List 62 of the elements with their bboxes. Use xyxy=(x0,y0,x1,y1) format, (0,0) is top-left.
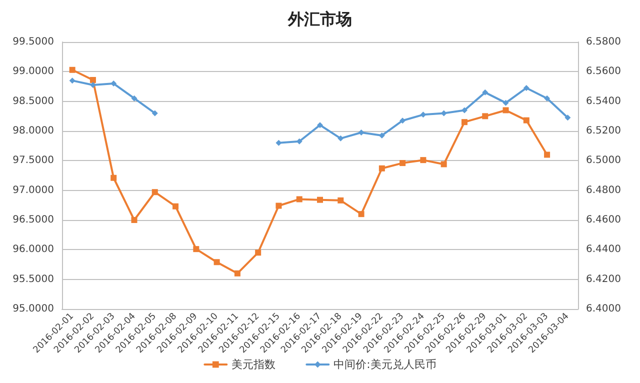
point xyxy=(152,189,158,196)
point xyxy=(131,217,138,223)
point xyxy=(317,122,323,128)
point xyxy=(523,84,530,91)
y2-tick-label: 6.5200 xyxy=(586,126,621,136)
point xyxy=(544,95,550,102)
y2-tick-label: 6.5000 xyxy=(586,155,621,166)
y-tick-label: 95.5000 xyxy=(12,274,54,285)
legend-label: 美元指数 xyxy=(232,358,276,371)
point xyxy=(482,89,488,96)
point xyxy=(338,197,344,204)
y2-tick-label: 6.5600 xyxy=(586,66,621,78)
y2-tick-label: 6.5400 xyxy=(586,96,621,107)
point xyxy=(110,174,117,181)
y2-tick-label: 6.4200 xyxy=(586,274,621,285)
y2-tick-label: 6.5800 xyxy=(586,36,621,48)
y-tick-label: 96.5000 xyxy=(12,214,54,226)
chart-title: 外汇市场 xyxy=(287,10,352,28)
y-tick-label: 97.5000 xyxy=(12,155,54,166)
point xyxy=(544,152,550,158)
point xyxy=(69,78,76,84)
point xyxy=(172,203,179,210)
point xyxy=(317,196,323,203)
point xyxy=(152,110,158,116)
point xyxy=(296,196,302,202)
point xyxy=(523,117,530,124)
point xyxy=(358,211,364,218)
point xyxy=(400,160,406,166)
point xyxy=(358,129,364,136)
y-tick-label: 95.0000 xyxy=(12,304,54,314)
point xyxy=(378,165,385,172)
y-tick-label: 97.0000 xyxy=(12,184,54,196)
y-tick-label: 99.5000 xyxy=(12,36,54,48)
y-tick-label: 98.5000 xyxy=(12,96,54,107)
point xyxy=(502,107,509,114)
point xyxy=(338,135,344,142)
y2-tick-label: 6.4600 xyxy=(586,214,621,226)
y-tick-label: 98.0000 xyxy=(12,126,54,136)
point xyxy=(276,202,282,209)
point xyxy=(564,114,571,121)
point xyxy=(482,113,488,120)
point xyxy=(131,95,138,102)
point xyxy=(461,107,468,114)
y2-tick-label: 6.4800 xyxy=(586,184,621,196)
y-tick-label: 96.0000 xyxy=(12,244,54,256)
point xyxy=(502,100,509,106)
point xyxy=(400,118,406,124)
y2-tick-label: 6.4000 xyxy=(586,304,621,314)
legend-label: 中间价:美元兑人民币 xyxy=(334,358,436,371)
point xyxy=(193,246,200,252)
point xyxy=(255,250,262,256)
point xyxy=(461,119,468,126)
point xyxy=(90,82,96,88)
y2-tick-label: 6.4400 xyxy=(586,244,621,256)
y-tick-label: 99.0000 xyxy=(12,66,54,78)
point xyxy=(440,161,447,168)
point xyxy=(90,76,96,83)
point xyxy=(214,259,220,266)
point xyxy=(69,66,76,73)
point xyxy=(110,80,117,87)
point xyxy=(420,157,426,164)
point xyxy=(234,270,240,276)
